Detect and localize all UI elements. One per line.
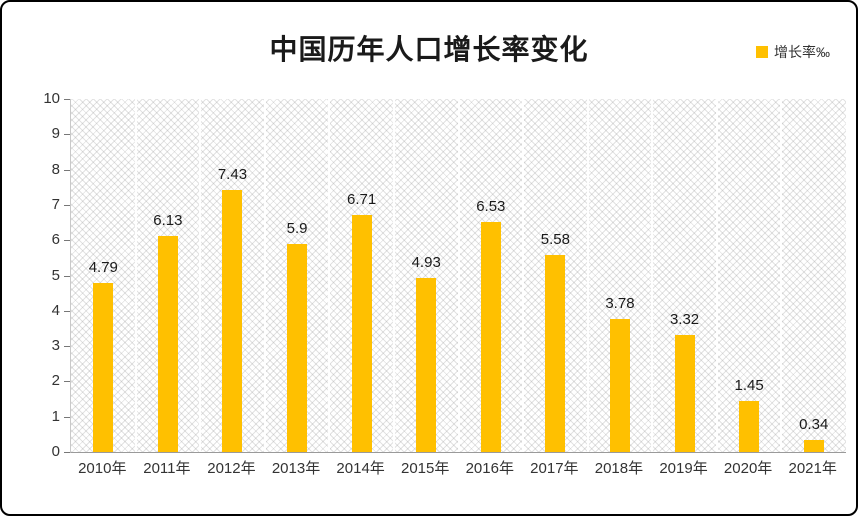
bar xyxy=(739,400,760,452)
x-axis-label: 2021年 xyxy=(788,460,837,477)
y-axis-tick-mark xyxy=(64,134,70,136)
bar-value-label: 5.58 xyxy=(540,231,570,249)
x-axis-label: 2019年 xyxy=(659,460,708,477)
bar xyxy=(674,334,695,452)
chart-title: 中国历年人口增长率变化 xyxy=(269,34,589,65)
y-axis-tick-mark xyxy=(64,275,70,277)
y-axis-tick-mark xyxy=(64,310,70,312)
x-axis-label: 2010年 xyxy=(78,460,127,477)
x-axis-label: 2017年 xyxy=(530,460,579,477)
y-axis-tick-label: 6 xyxy=(51,231,60,249)
legend-color-swatch-icon xyxy=(756,46,768,58)
bar xyxy=(93,282,114,452)
y-axis-tick-label: 3 xyxy=(51,337,60,355)
x-axis-label: 2012年 xyxy=(207,460,256,477)
bar xyxy=(222,189,243,452)
bar-value-label: 0.34 xyxy=(799,416,829,433)
y-axis-tick-label: 0 xyxy=(51,443,60,460)
y-axis-tick-label: 9 xyxy=(51,125,60,143)
vertical-gridline xyxy=(651,99,654,452)
y-axis-tick-label: 2 xyxy=(51,372,60,390)
x-axis-label: 2014年 xyxy=(336,460,385,477)
x-axis-label: 2011年 xyxy=(143,460,191,477)
vertical-gridline xyxy=(457,99,460,452)
bar-value-label: 6.53 xyxy=(476,197,506,215)
bar xyxy=(416,277,437,452)
y-axis-tick-label: 7 xyxy=(51,195,60,213)
bar-value-label: 3.32 xyxy=(669,310,700,328)
y-axis-tick-mark xyxy=(64,452,70,453)
plot-area: 4.79 6.13 7.43 5.9 6.71 4.93 6.53 5.58 3.78 3.32 1… xyxy=(70,99,846,453)
bar xyxy=(803,440,824,452)
bar-value-label: 4.93 xyxy=(411,253,441,271)
legend: 增长率‰ xyxy=(756,42,830,62)
vertical-gridline xyxy=(199,99,202,452)
x-axis-label: 2020年 xyxy=(723,460,773,477)
y-axis-tick-mark xyxy=(64,416,70,418)
y-axis-tick-label: 5 xyxy=(51,266,60,284)
y-axis-tick-label: 8 xyxy=(51,160,60,178)
y-axis-tick-mark xyxy=(64,381,70,383)
y-axis-tick-label: 10 xyxy=(43,90,60,107)
bar-value-label: 6.13 xyxy=(153,211,183,229)
bar-value-label: 4.79 xyxy=(88,258,118,276)
y-axis-tick-label: 1 xyxy=(51,407,60,425)
vertical-gridline xyxy=(328,99,331,452)
y-axis-tick-mark xyxy=(64,169,70,171)
bar xyxy=(545,255,566,452)
x-axis-label: 2015年 xyxy=(401,460,450,477)
y-axis-tick-label: 4 xyxy=(51,301,60,319)
x-axis-label: 2018年 xyxy=(594,460,644,477)
y-axis-tick-mark xyxy=(64,204,70,206)
vertical-gridline xyxy=(522,99,525,452)
vertical-gridline xyxy=(715,99,718,452)
vertical-gridline xyxy=(134,99,137,452)
y-axis-tick-mark xyxy=(64,346,70,348)
bar-value-label: 6.71 xyxy=(347,191,377,209)
vertical-gridline xyxy=(263,99,266,452)
vertical-gridline xyxy=(780,99,783,452)
vertical-gridline xyxy=(392,99,395,452)
bar xyxy=(351,215,372,452)
y-axis-tick-mark xyxy=(64,240,70,242)
y-axis-tick-mark xyxy=(64,99,70,100)
bar xyxy=(609,318,630,452)
bar xyxy=(287,243,308,452)
bar xyxy=(480,221,501,452)
bar-value-label: 5.9 xyxy=(286,219,308,237)
bar-value-label: 3.78 xyxy=(605,294,635,312)
legend-label: 增长率‰ xyxy=(774,44,830,60)
vertical-gridline xyxy=(586,99,589,452)
bar-value-label: 1.45 xyxy=(734,376,764,394)
bar xyxy=(157,235,178,452)
x-axis-label: 2016年 xyxy=(465,460,514,477)
bar-value-label: 7.43 xyxy=(217,165,248,183)
x-axis-label: 2013年 xyxy=(271,460,321,477)
